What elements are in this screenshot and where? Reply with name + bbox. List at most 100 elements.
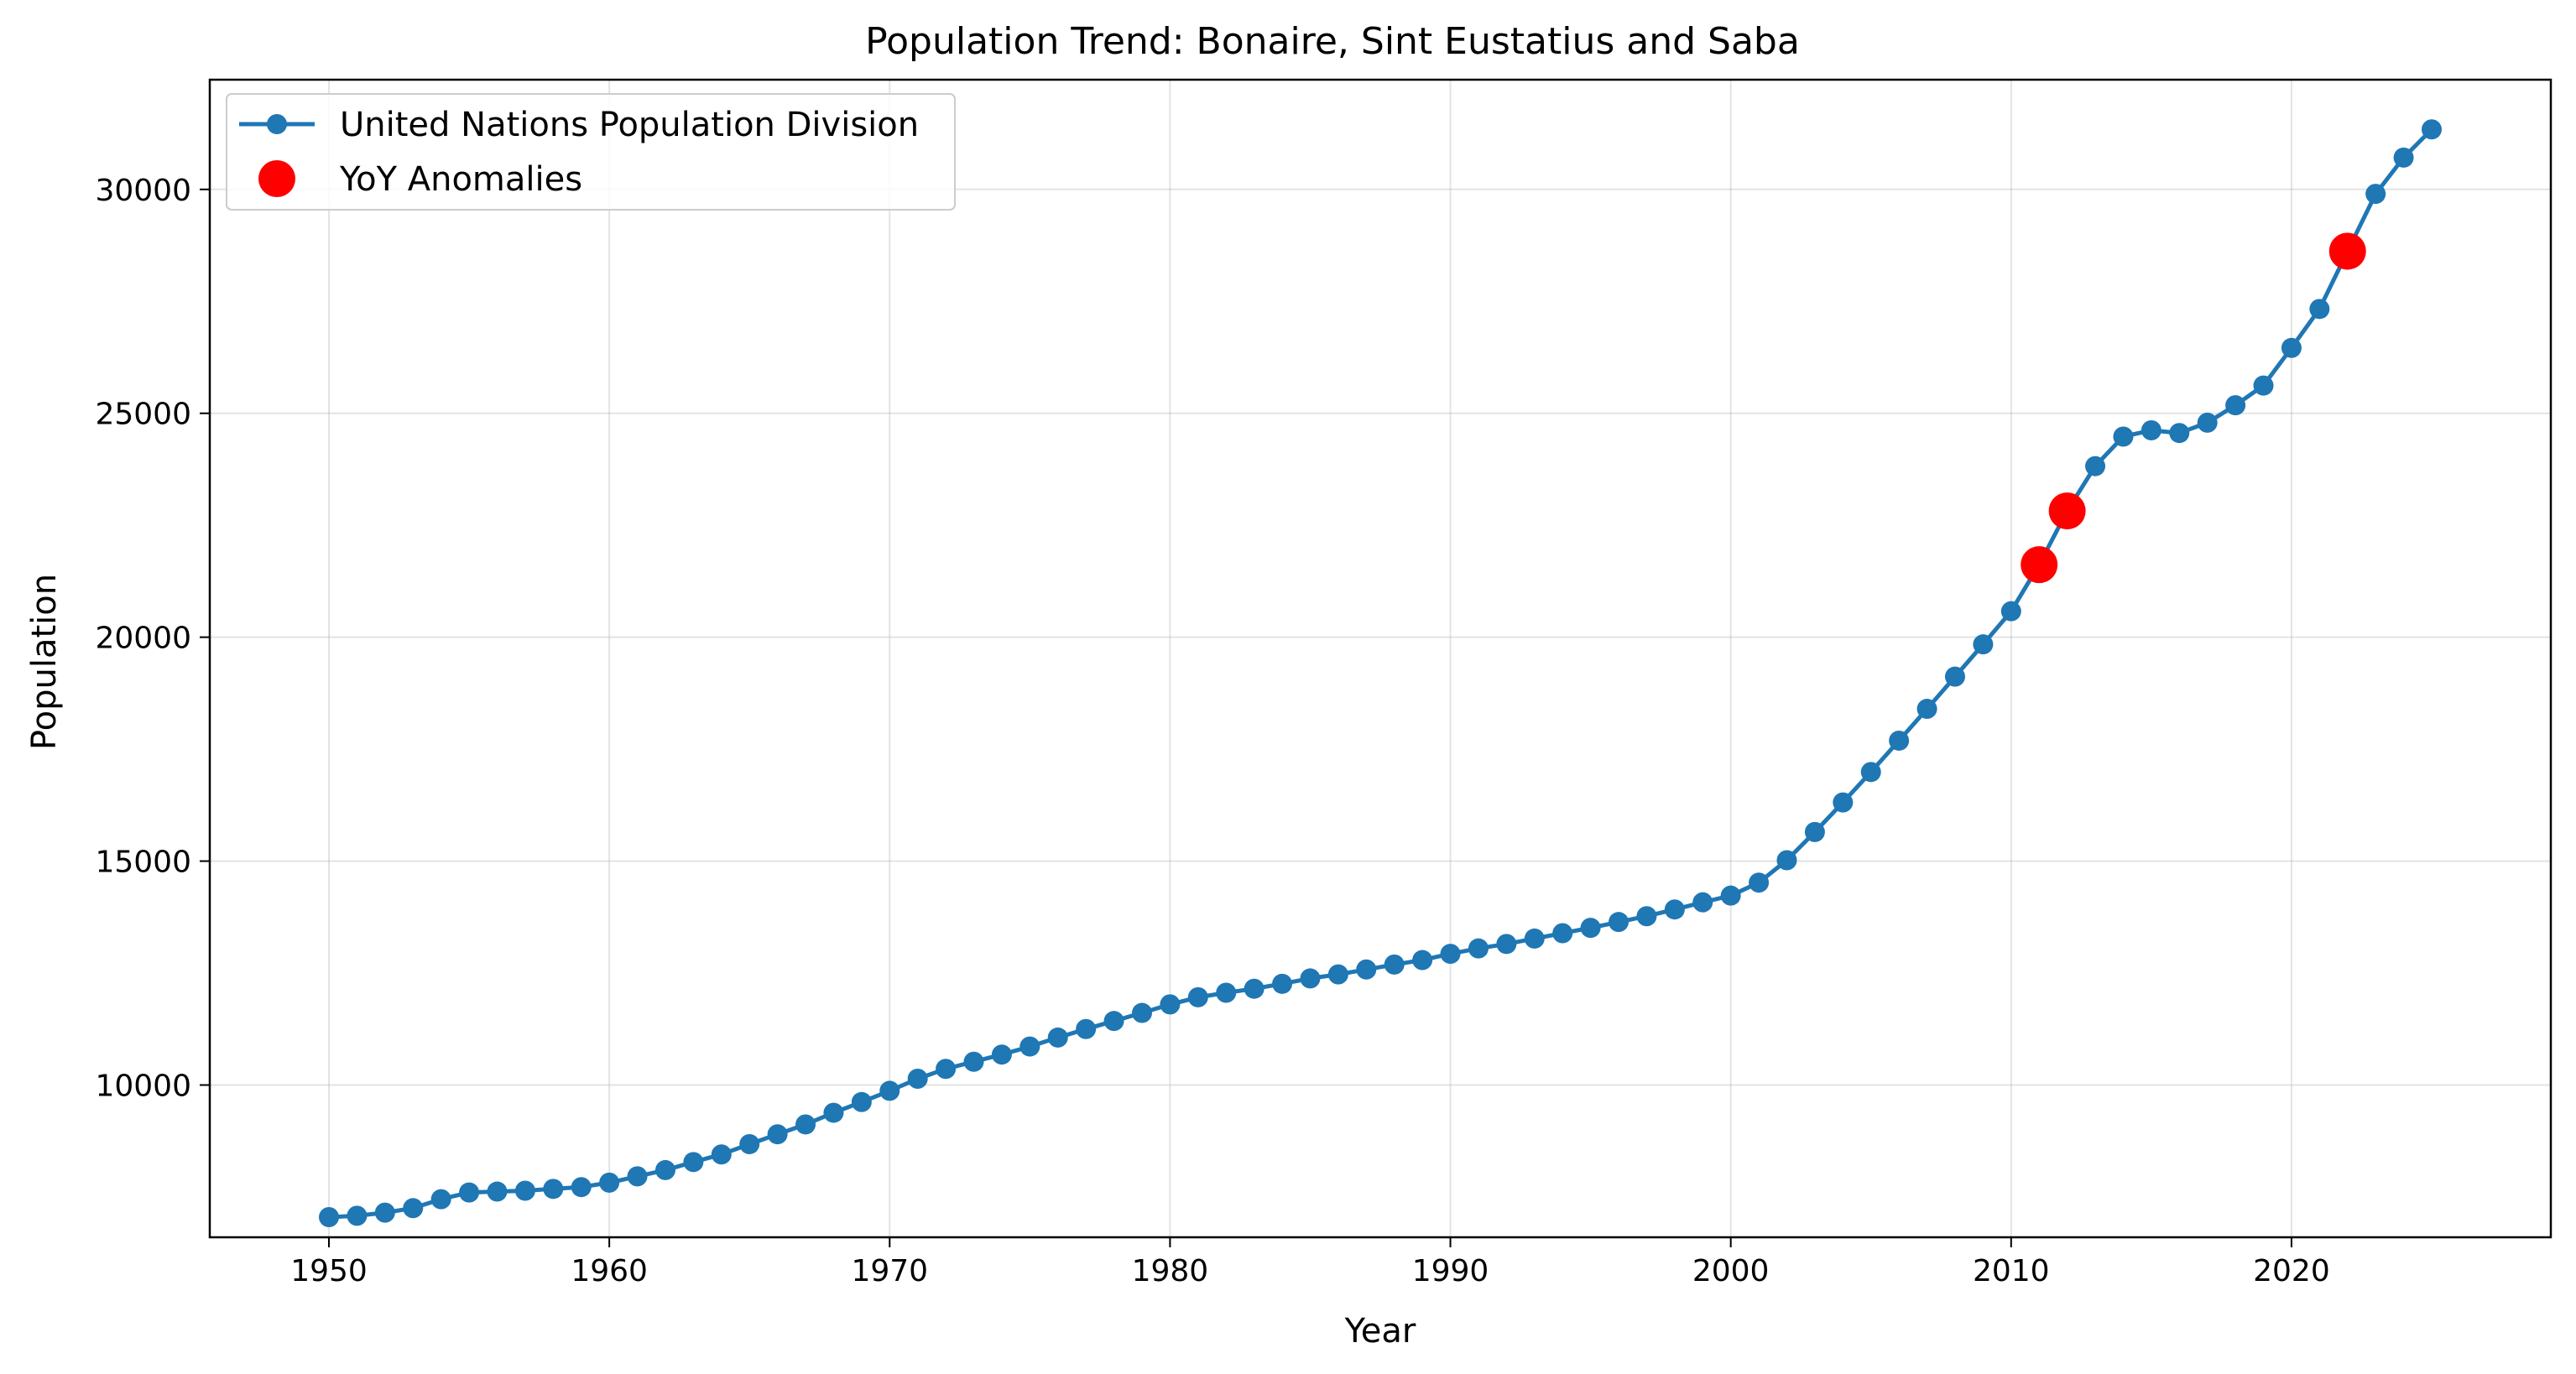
legend-label-population: United Nations Population Division — [340, 106, 919, 144]
x-tick-label: 2020 — [2253, 1254, 2330, 1288]
population-data-point — [1160, 994, 1181, 1015]
population-data-point — [2113, 426, 2134, 447]
population-data-point — [936, 1059, 957, 1080]
population-data-point — [2393, 147, 2414, 168]
population-data-point — [430, 1189, 451, 1210]
legend: United Nations Population Division YoY A… — [226, 93, 956, 211]
population-data-point — [2309, 299, 2330, 320]
population-data-point — [2253, 375, 2274, 396]
x-tick-label: 1990 — [1412, 1254, 1489, 1288]
population-data-point — [1187, 986, 1208, 1007]
population-series-line — [328, 128, 2433, 1220]
x-tick-label: 1960 — [571, 1254, 648, 1288]
population-data-point — [2141, 420, 2161, 441]
population-data-point — [795, 1114, 816, 1135]
x-tick-label: 2010 — [1973, 1254, 2050, 1288]
y-tick-label: 30000 — [95, 174, 191, 208]
population-data-point — [2085, 455, 2106, 476]
population-data-point — [543, 1179, 564, 1200]
population-data-point — [1412, 950, 1433, 971]
plot-area — [319, 119, 2442, 1227]
population-data-point — [1216, 982, 1237, 1003]
population-data-point — [459, 1182, 480, 1203]
population-data-point — [2421, 119, 2442, 140]
population-data-point — [1384, 954, 1405, 975]
population-data-point — [1692, 892, 1713, 913]
population-data-point — [2169, 423, 2190, 444]
population-data-point — [1356, 959, 1377, 980]
population-data-point — [963, 1051, 984, 1072]
x-tick-label: 1950 — [290, 1254, 368, 1288]
x-tick-label: 1970 — [851, 1254, 928, 1288]
population-data-point — [403, 1198, 424, 1219]
population-data-point — [683, 1152, 704, 1173]
x-tick-label: 2000 — [1692, 1254, 1770, 1288]
population-data-point — [347, 1205, 368, 1226]
population-data-point — [1496, 934, 1517, 955]
population-data-point — [1944, 666, 1965, 687]
population-data-point — [599, 1172, 620, 1193]
population-data-point — [1804, 821, 1825, 842]
anomaly-data-point — [2328, 232, 2366, 270]
legend-marker-swatch — [267, 114, 287, 134]
y-tick-label: 20000 — [95, 622, 191, 656]
population-data-point — [1609, 912, 1630, 933]
population-data-point — [319, 1206, 340, 1227]
population-data-point — [654, 1159, 675, 1180]
population-data-point — [907, 1069, 928, 1090]
population-data-point — [1300, 968, 1321, 989]
population-data-point — [2197, 412, 2218, 433]
population-data-point — [739, 1133, 760, 1154]
population-data-point — [2281, 337, 2302, 358]
population-data-point — [1524, 928, 1545, 949]
population-data-point — [1047, 1027, 1068, 1048]
population-data-point — [1776, 850, 1797, 871]
population-data-point — [1440, 944, 1461, 965]
population-data-point — [1664, 899, 1685, 920]
x-axis-label: Year — [1344, 1312, 1416, 1351]
population-data-point — [991, 1044, 1012, 1065]
population-data-point — [1916, 699, 1937, 720]
population-data-point — [1076, 1018, 1097, 1039]
y-axis-label: Population — [25, 574, 64, 750]
population-data-point — [1468, 938, 1489, 959]
population-data-point — [1019, 1036, 1040, 1057]
anomaly-data-point — [2021, 546, 2058, 584]
population-data-point — [1103, 1011, 1124, 1032]
axis-ticks: 1950 1960 1970 1980 1990 2000 2010 2020 10000 150… — [95, 174, 2329, 1288]
population-data-point — [571, 1177, 592, 1198]
y-tick-label: 10000 — [95, 1069, 191, 1103]
population-data-point — [1327, 964, 1348, 985]
legend-anomaly-swatch — [258, 160, 295, 197]
population-data-point — [1833, 792, 1854, 813]
population-data-point — [487, 1181, 508, 1202]
population-data-point — [1244, 978, 1265, 999]
population-data-point — [1973, 634, 1994, 655]
y-tick-label: 25000 — [95, 398, 191, 432]
chart-title: Population Trend: Bonaire, Sint Eustatiu… — [865, 20, 1800, 63]
population-data-point — [2365, 184, 2386, 205]
population-data-point — [1860, 762, 1881, 783]
population-data-point — [627, 1166, 648, 1187]
population-data-point — [1636, 906, 1657, 927]
y-tick-label: 15000 — [95, 846, 191, 880]
population-data-point — [1889, 730, 1910, 751]
population-data-point — [1580, 918, 1601, 939]
population-data-point — [374, 1202, 395, 1223]
x-tick-label: 1980 — [1132, 1254, 1209, 1288]
population-data-point — [767, 1124, 788, 1145]
population-data-point — [2000, 601, 2021, 622]
axes-frame — [208, 78, 2553, 1239]
legend-label-anomalies: YoY Anomalies — [339, 160, 582, 199]
population-data-point — [851, 1091, 872, 1112]
population-data-point — [1552, 923, 1573, 944]
population-data-point — [1749, 872, 1770, 893]
population-data-point — [823, 1102, 844, 1123]
population-data-point — [514, 1180, 535, 1201]
legend-box — [226, 93, 956, 211]
population-data-point — [711, 1144, 732, 1165]
population-data-point — [1720, 885, 1741, 906]
